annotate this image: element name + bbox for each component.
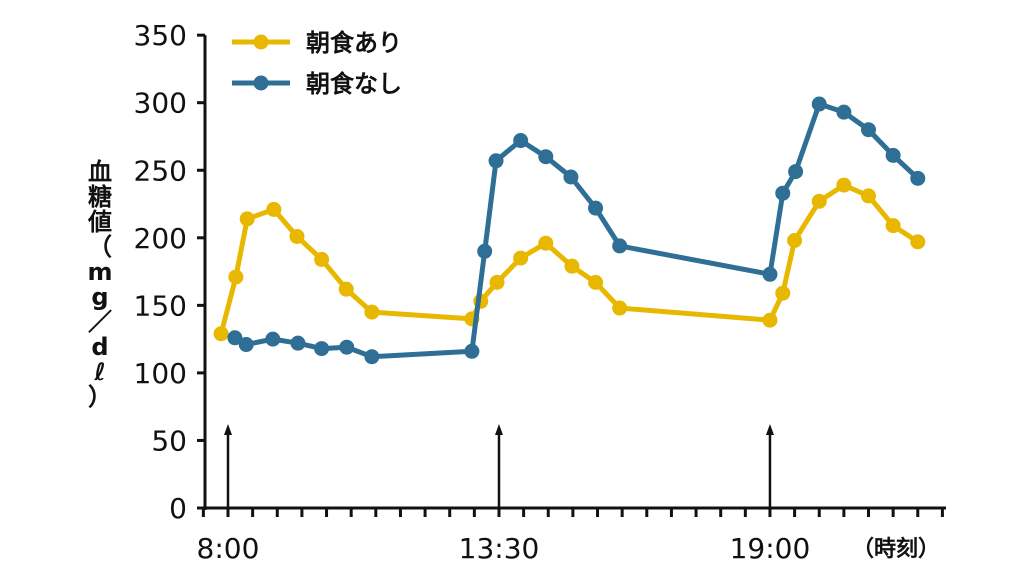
data-point [290,335,306,351]
data-point [289,228,305,244]
series-line [233,101,920,360]
data-point [787,233,803,249]
data-point [314,341,330,357]
data-point [564,258,580,274]
x-axis-unit-label: （時刻） [852,536,940,562]
data-point [488,153,504,169]
data-point [538,149,554,165]
y-axis-label-char: ） [88,383,112,411]
data-point [239,211,255,227]
data-point [364,349,380,365]
legend-marker [253,75,269,91]
y-tick-label: 200 [134,222,187,255]
y-axis-label-char: 糖 [88,183,112,211]
data-point [266,201,282,217]
data-point [861,122,877,138]
data-point [588,274,604,290]
data-point [314,251,330,267]
data-point [885,218,901,234]
y-axis-label-char: 血 [88,158,112,186]
meal-arrow-head [494,424,503,435]
y-axis-label-char: 値 [87,208,112,236]
data-point [588,200,604,216]
data-point [265,331,281,347]
y-tick-label: 150 [134,289,187,322]
data-point [612,300,628,316]
series-with-breakfast [213,177,926,342]
y-axis-label-char: （ [88,233,112,261]
y-tick-label: 350 [134,19,187,52]
data-point [213,326,229,342]
y-axis-label-char: m [87,258,112,286]
data-point [228,269,244,285]
series-layer [213,96,926,365]
y-tick-label: 100 [134,357,187,390]
data-point [464,343,480,359]
data-point [910,170,926,186]
data-point [339,339,355,355]
y-tick-label: 250 [134,154,187,187]
data-point [489,274,505,290]
data-point [885,147,901,163]
data-point [563,169,579,185]
data-point [811,96,827,112]
data-point [338,281,354,297]
data-point [836,104,852,120]
data-point [513,250,529,266]
data-point [513,133,529,149]
data-point [788,164,804,180]
data-point [910,234,926,250]
data-point [775,185,791,201]
y-tick-label: 0 [169,492,187,525]
y-axis-label: 血糖値（ m g ／ d ℓ） [87,158,113,411]
meal-arrow-head [765,424,774,435]
data-point [861,188,877,204]
meal-arrow-head [224,424,232,435]
data-point [477,243,493,259]
x-tick-label: 13:30 [459,532,540,565]
y-axis-label-char: g [91,283,108,311]
data-point [811,193,827,209]
y-axis-label-char: ℓ [93,358,105,386]
legend-label: 朝食なし [306,70,402,98]
y-tick-label: 300 [134,87,187,120]
data-point [227,330,243,346]
legend-label: 朝食あり [306,29,402,57]
data-point [364,304,380,320]
y-tick-label: 50 [151,424,187,457]
x-tick-label: 8:00 [197,532,260,565]
axes: 0 50 100 150 200 250 300 350 8:00 13:30 19:00 [134,19,946,565]
data-point [238,337,254,353]
y-axis-label-char: d [91,333,108,361]
data-point [836,177,852,193]
data-point [775,285,791,301]
series-without-breakfast [227,96,926,365]
y-axis-label-char: ／ [88,308,112,336]
data-point [612,238,628,254]
data-point [762,312,778,328]
meal-arrows [224,424,774,508]
x-tick-label: 19:00 [730,532,811,565]
legend-marker [253,34,269,50]
data-point [762,266,778,282]
data-point [538,235,554,251]
